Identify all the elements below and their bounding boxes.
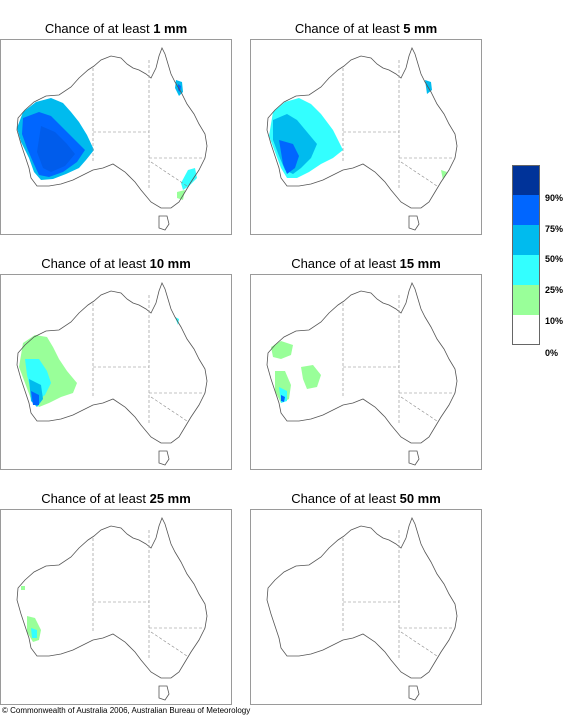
- panel-title: Chance of at least 50 mm: [291, 491, 441, 506]
- legend-label-10: 10%: [545, 316, 564, 326]
- map-panel-15mm: Chance of at least 15 mm: [250, 255, 482, 470]
- panel-title: Chance of at least 10 mm: [41, 256, 191, 271]
- australia-map: [16, 47, 208, 231]
- map-frame: [0, 509, 232, 705]
- map-frame: [250, 274, 482, 470]
- australia-map: [16, 517, 208, 701]
- legend-swatch-90: [512, 165, 540, 195]
- legend-label-90: 90%: [545, 193, 564, 203]
- map-frame: [0, 39, 232, 235]
- panel-title: Chance of at least 5 mm: [294, 21, 438, 36]
- legend-swatch-10: [512, 285, 540, 315]
- australia-map: [266, 282, 458, 466]
- legend-label-50: 50%: [545, 254, 564, 264]
- probability-legend: 90% 75% 50% 25% 10% 0%: [512, 165, 568, 365]
- map-frame: [0, 274, 232, 470]
- copyright-notice: © Commonwealth of Australia 2006, Austra…: [2, 706, 251, 715]
- panel-title: Chance of at least 1 mm: [44, 21, 188, 36]
- australia-map: [16, 282, 208, 466]
- map-panel-1mm: Chance of at least 1 mm: [0, 20, 232, 235]
- map-frame: [250, 509, 482, 705]
- legend-swatch-0: [512, 315, 540, 345]
- legend-swatch-25: [512, 255, 540, 285]
- map-panel-50mm: Chance of at least 50 mm: [250, 490, 482, 705]
- map-frame: [250, 39, 482, 235]
- map-panel-5mm: Chance of at least 5 mm: [250, 20, 482, 235]
- legend-label-0: 0%: [545, 348, 559, 358]
- australia-map: [266, 517, 458, 701]
- legend-label-25: 25%: [545, 285, 564, 295]
- australia-map: [266, 47, 458, 231]
- legend-label-75: 75%: [545, 224, 564, 234]
- panel-title: Chance of at least 15 mm: [291, 256, 441, 271]
- map-panel-25mm: Chance of at least 25 mm: [0, 490, 232, 705]
- legend-swatch-75: [512, 195, 540, 225]
- legend-swatch-50: [512, 225, 540, 255]
- panel-title: Chance of at least 25 mm: [41, 491, 191, 506]
- map-panel-10mm: Chance of at least 10 mm: [0, 255, 232, 470]
